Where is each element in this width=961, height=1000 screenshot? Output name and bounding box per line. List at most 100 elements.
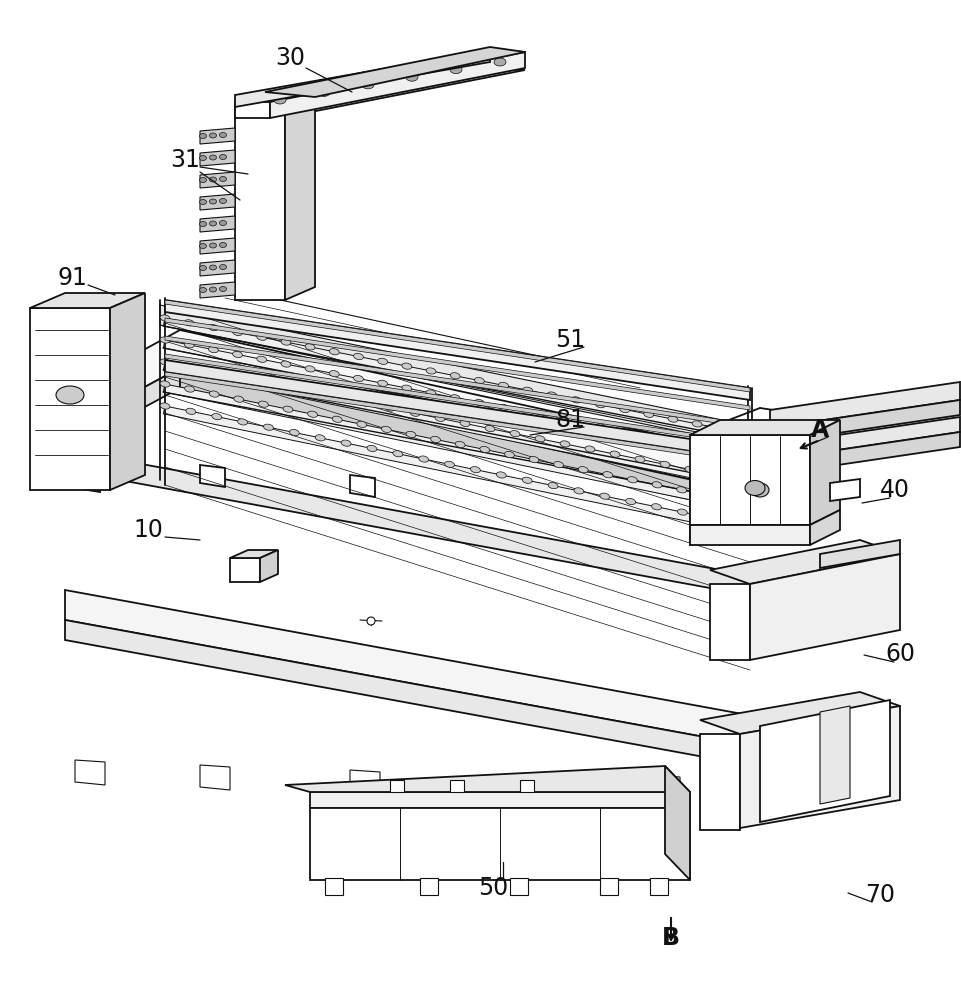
- Ellipse shape: [571, 419, 580, 425]
- Ellipse shape: [450, 373, 459, 379]
- Ellipse shape: [504, 451, 514, 458]
- Polygon shape: [65, 450, 829, 610]
- Ellipse shape: [691, 443, 702, 449]
- Ellipse shape: [716, 448, 726, 454]
- Polygon shape: [165, 360, 750, 460]
- Polygon shape: [200, 172, 234, 188]
- Polygon shape: [163, 318, 817, 456]
- Ellipse shape: [199, 222, 207, 227]
- Ellipse shape: [643, 433, 653, 439]
- Ellipse shape: [659, 461, 669, 468]
- Text: 10: 10: [133, 518, 162, 542]
- Ellipse shape: [199, 243, 207, 248]
- Ellipse shape: [759, 482, 769, 488]
- Polygon shape: [819, 540, 899, 568]
- Ellipse shape: [643, 411, 653, 417]
- Polygon shape: [75, 760, 105, 785]
- Ellipse shape: [219, 176, 226, 182]
- Ellipse shape: [378, 358, 387, 364]
- Ellipse shape: [734, 477, 744, 483]
- Ellipse shape: [160, 315, 170, 321]
- Ellipse shape: [522, 387, 532, 393]
- Ellipse shape: [257, 334, 266, 340]
- Ellipse shape: [209, 347, 218, 353]
- Polygon shape: [165, 372, 750, 464]
- Ellipse shape: [382, 426, 391, 432]
- Ellipse shape: [357, 421, 366, 427]
- Ellipse shape: [209, 391, 219, 397]
- Polygon shape: [200, 216, 234, 232]
- Ellipse shape: [455, 441, 465, 448]
- Ellipse shape: [185, 386, 194, 392]
- Text: 81: 81: [554, 408, 584, 432]
- Text: 40: 40: [879, 478, 909, 502]
- Ellipse shape: [740, 430, 750, 437]
- Polygon shape: [163, 406, 759, 536]
- Ellipse shape: [788, 462, 798, 468]
- Ellipse shape: [450, 66, 461, 74]
- Ellipse shape: [315, 435, 325, 441]
- Polygon shape: [769, 417, 959, 460]
- Ellipse shape: [600, 493, 609, 499]
- Ellipse shape: [281, 339, 290, 345]
- Ellipse shape: [554, 462, 563, 468]
- Ellipse shape: [199, 155, 207, 160]
- Ellipse shape: [619, 428, 628, 435]
- Ellipse shape: [305, 344, 314, 350]
- Ellipse shape: [199, 265, 207, 270]
- Polygon shape: [700, 734, 739, 830]
- Text: 91: 91: [57, 266, 86, 290]
- Ellipse shape: [259, 379, 270, 386]
- Polygon shape: [259, 550, 278, 582]
- Polygon shape: [165, 300, 750, 400]
- Ellipse shape: [701, 492, 710, 498]
- Ellipse shape: [209, 243, 216, 248]
- Polygon shape: [200, 238, 234, 254]
- Ellipse shape: [341, 440, 351, 446]
- Polygon shape: [309, 792, 689, 808]
- Ellipse shape: [199, 133, 207, 138]
- Ellipse shape: [509, 431, 519, 437]
- Ellipse shape: [199, 178, 207, 182]
- Polygon shape: [200, 194, 234, 210]
- Ellipse shape: [309, 390, 320, 396]
- Polygon shape: [500, 775, 530, 800]
- Ellipse shape: [651, 504, 661, 510]
- Ellipse shape: [788, 440, 798, 446]
- Ellipse shape: [160, 381, 170, 387]
- Ellipse shape: [219, 286, 226, 292]
- Polygon shape: [200, 150, 234, 166]
- Polygon shape: [163, 362, 789, 498]
- Polygon shape: [165, 300, 750, 392]
- Polygon shape: [200, 128, 234, 144]
- Ellipse shape: [160, 403, 170, 409]
- Ellipse shape: [199, 200, 207, 205]
- Polygon shape: [200, 282, 234, 298]
- Polygon shape: [759, 700, 889, 822]
- Ellipse shape: [402, 363, 411, 369]
- Ellipse shape: [667, 438, 678, 444]
- Text: A: A: [810, 418, 828, 442]
- Polygon shape: [163, 340, 817, 478]
- Ellipse shape: [754, 525, 764, 531]
- Ellipse shape: [764, 457, 774, 463]
- Ellipse shape: [406, 431, 415, 438]
- Ellipse shape: [677, 509, 686, 515]
- Ellipse shape: [619, 406, 628, 413]
- Ellipse shape: [332, 416, 342, 422]
- Polygon shape: [819, 706, 850, 804]
- Ellipse shape: [334, 395, 345, 401]
- Polygon shape: [234, 50, 489, 107]
- Polygon shape: [230, 558, 259, 582]
- Polygon shape: [389, 780, 404, 792]
- Ellipse shape: [498, 382, 508, 389]
- Ellipse shape: [209, 199, 216, 204]
- Ellipse shape: [652, 482, 661, 488]
- Ellipse shape: [812, 467, 822, 473]
- Polygon shape: [234, 105, 284, 300]
- Ellipse shape: [775, 507, 784, 513]
- Ellipse shape: [378, 380, 387, 386]
- Polygon shape: [65, 590, 829, 760]
- Polygon shape: [165, 354, 750, 446]
- Ellipse shape: [559, 441, 569, 447]
